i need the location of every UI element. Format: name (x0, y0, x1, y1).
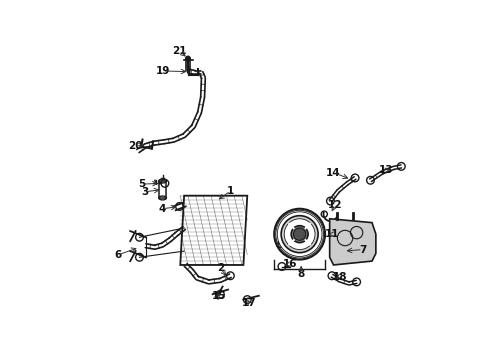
Circle shape (277, 212, 322, 256)
Polygon shape (330, 219, 376, 265)
Circle shape (274, 209, 325, 260)
Text: 14: 14 (326, 167, 341, 177)
Text: 15: 15 (212, 291, 226, 301)
Text: 13: 13 (379, 165, 393, 175)
Text: 4: 4 (159, 204, 166, 214)
Text: 1: 1 (227, 186, 234, 196)
Text: 17: 17 (242, 298, 257, 309)
Text: 19: 19 (155, 66, 170, 76)
Text: 18: 18 (332, 271, 347, 282)
Circle shape (284, 219, 315, 249)
Circle shape (281, 216, 318, 253)
Text: 12: 12 (328, 200, 343, 210)
Text: 20: 20 (128, 141, 143, 151)
Bar (159, 181, 167, 198)
Circle shape (186, 56, 190, 61)
Circle shape (291, 226, 308, 243)
Text: 10: 10 (291, 240, 305, 250)
Circle shape (294, 228, 306, 240)
Text: 6: 6 (114, 250, 122, 260)
Text: 16: 16 (282, 259, 297, 269)
Text: 8: 8 (297, 269, 305, 279)
Text: 5: 5 (138, 179, 146, 189)
Text: 2: 2 (217, 263, 224, 273)
Text: 7: 7 (359, 244, 367, 255)
Text: 11: 11 (325, 229, 339, 239)
Text: 9: 9 (276, 240, 283, 250)
Text: 21: 21 (172, 46, 187, 56)
Text: 3: 3 (141, 187, 148, 197)
